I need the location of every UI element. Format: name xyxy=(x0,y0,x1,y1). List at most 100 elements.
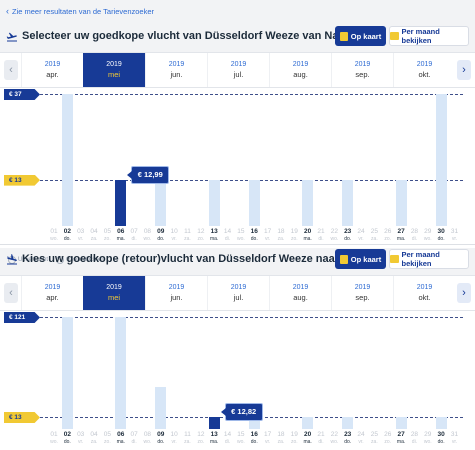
month-tab[interactable]: 2019 apr. xyxy=(21,53,83,87)
month-tab[interactable]: 2019 sep. xyxy=(331,53,393,87)
day-number: 18 xyxy=(277,228,285,235)
day-label: 26 zo. xyxy=(381,228,394,243)
day-number: 23 xyxy=(344,228,352,235)
price-bar[interactable] xyxy=(435,416,447,429)
day-label[interactable]: 09 do. xyxy=(154,228,167,243)
day-weekday: ma. xyxy=(396,236,406,242)
day-label[interactable]: 30 do. xyxy=(435,228,448,243)
day-label[interactable]: 06 ma. xyxy=(114,228,127,243)
month-year: 2019 xyxy=(416,284,433,291)
month-year: 2019 xyxy=(230,284,247,291)
day-label[interactable]: 06 ma. xyxy=(114,431,127,446)
month-tab[interactable]: 2019 mei xyxy=(83,276,145,310)
day-label: 29 wo. xyxy=(421,431,434,446)
month-tab[interactable]: 2019 jul. xyxy=(207,276,269,310)
min-price-badge: € 13 xyxy=(4,174,40,186)
day-label[interactable]: 20 ma. xyxy=(301,431,314,446)
map-button-label: Op kaart xyxy=(350,254,382,264)
day-weekday: za. xyxy=(277,236,285,242)
day-label[interactable]: 23 do. xyxy=(341,431,354,446)
day-number: 15 xyxy=(237,431,245,438)
return-month-view-button[interactable]: Per maand bekijken xyxy=(389,249,469,269)
month-tab[interactable]: 2019 jun. xyxy=(145,276,207,310)
day-weekday: do. xyxy=(344,236,352,242)
back-link-label: Zie meer resultaten van de Tarievenzoeke… xyxy=(12,7,155,16)
day-number: 19 xyxy=(290,431,298,438)
day-label[interactable]: 27 ma. xyxy=(395,431,408,446)
month-name: jun. xyxy=(170,293,183,302)
month-tab[interactable]: 2019 okt. xyxy=(393,53,455,87)
day-weekday: wo. xyxy=(50,439,58,445)
month-tab[interactable]: 2019 aug. xyxy=(269,53,331,87)
next-month-button[interactable]: › xyxy=(457,60,471,80)
month-tab[interactable]: 2019 jul. xyxy=(207,53,269,87)
price-bar[interactable] xyxy=(395,179,407,226)
outbound-month-view-button[interactable]: Per maand bekijken xyxy=(389,26,469,46)
price-bar[interactable] xyxy=(395,416,407,429)
month-tab[interactable]: 2019 okt. xyxy=(393,276,455,310)
chevron-right-icon: › xyxy=(462,287,466,299)
month-tab[interactable]: 2019 jun. xyxy=(145,53,207,87)
day-number: 07 xyxy=(130,228,138,235)
day-weekday: wo. xyxy=(423,236,432,242)
month-button-label: Per maand bekijken xyxy=(401,250,440,268)
day-number: 24 xyxy=(357,228,365,235)
price-bar[interactable] xyxy=(248,416,260,429)
day-label[interactable]: 16 do. xyxy=(248,228,261,243)
prev-month-button[interactable]: ‹ xyxy=(4,60,18,80)
price-bar[interactable] xyxy=(61,94,73,226)
month-tab[interactable]: 2019 sep. xyxy=(331,276,393,310)
price-bar[interactable] xyxy=(302,416,314,429)
day-label[interactable]: 27 ma. xyxy=(395,228,408,243)
month-tab[interactable]: 2019 apr. xyxy=(21,276,83,310)
day-label: 12 zo. xyxy=(194,228,207,243)
price-bar[interactable] xyxy=(115,317,127,429)
day-label[interactable]: 02 do. xyxy=(61,228,74,243)
day-label[interactable]: 20 ma. xyxy=(301,228,314,243)
day-weekday: ma. xyxy=(210,439,219,445)
day-label[interactable]: 02 do. xyxy=(61,431,74,446)
day-number: 10 xyxy=(170,228,178,235)
day-label: 19 zo. xyxy=(288,228,301,243)
day-number: 27 xyxy=(397,228,405,235)
month-name: okt. xyxy=(418,70,431,79)
day-label: 10 vr. xyxy=(168,431,181,446)
day-label[interactable]: 13 ma. xyxy=(208,431,221,446)
day-number: 09 xyxy=(157,431,165,438)
day-label[interactable]: 16 do. xyxy=(248,431,261,446)
day-weekday: do. xyxy=(250,439,258,445)
day-label: 22 wo. xyxy=(328,431,341,446)
price-bar[interactable] xyxy=(155,387,167,429)
day-number: 22 xyxy=(330,431,338,438)
month-name: okt. xyxy=(418,293,431,302)
price-bar[interactable] xyxy=(342,179,354,226)
day-label: 26 zo. xyxy=(381,431,394,446)
day-label: 03 vr. xyxy=(74,228,87,243)
day-label: 04 za. xyxy=(88,431,101,446)
price-bar[interactable] xyxy=(435,94,447,226)
month-tab[interactable]: 2019 mei xyxy=(83,53,145,87)
day-number: 03 xyxy=(77,228,85,235)
next-month-button[interactable]: › xyxy=(457,283,471,303)
price-bar[interactable] xyxy=(208,416,220,429)
price-bar[interactable] xyxy=(115,179,127,226)
return-map-button[interactable]: Op kaart xyxy=(335,249,386,269)
prev-month-button[interactable]: ‹ xyxy=(4,283,18,303)
price-bar[interactable] xyxy=(61,317,73,429)
day-label[interactable]: 30 do. xyxy=(435,431,448,446)
price-bar[interactable] xyxy=(248,179,260,226)
day-number: 04 xyxy=(90,228,98,235)
price-bar[interactable] xyxy=(302,179,314,226)
price-bar[interactable] xyxy=(208,179,220,226)
back-to-fare-finder-link[interactable]: ‹ Zie meer resultaten van de Tarievenzoe… xyxy=(6,7,155,17)
day-label[interactable]: 09 do. xyxy=(154,431,167,446)
day-label[interactable]: 13 ma. xyxy=(208,228,221,243)
no-flights-icon: − xyxy=(56,256,65,264)
outbound-map-button[interactable]: Op kaart xyxy=(335,26,386,46)
price-bar[interactable] xyxy=(155,179,167,226)
day-weekday: zo. xyxy=(197,236,205,242)
price-bar[interactable] xyxy=(342,416,354,429)
day-weekday: za. xyxy=(277,439,285,445)
day-label[interactable]: 23 do. xyxy=(341,228,354,243)
month-tab[interactable]: 2019 aug. xyxy=(269,276,331,310)
